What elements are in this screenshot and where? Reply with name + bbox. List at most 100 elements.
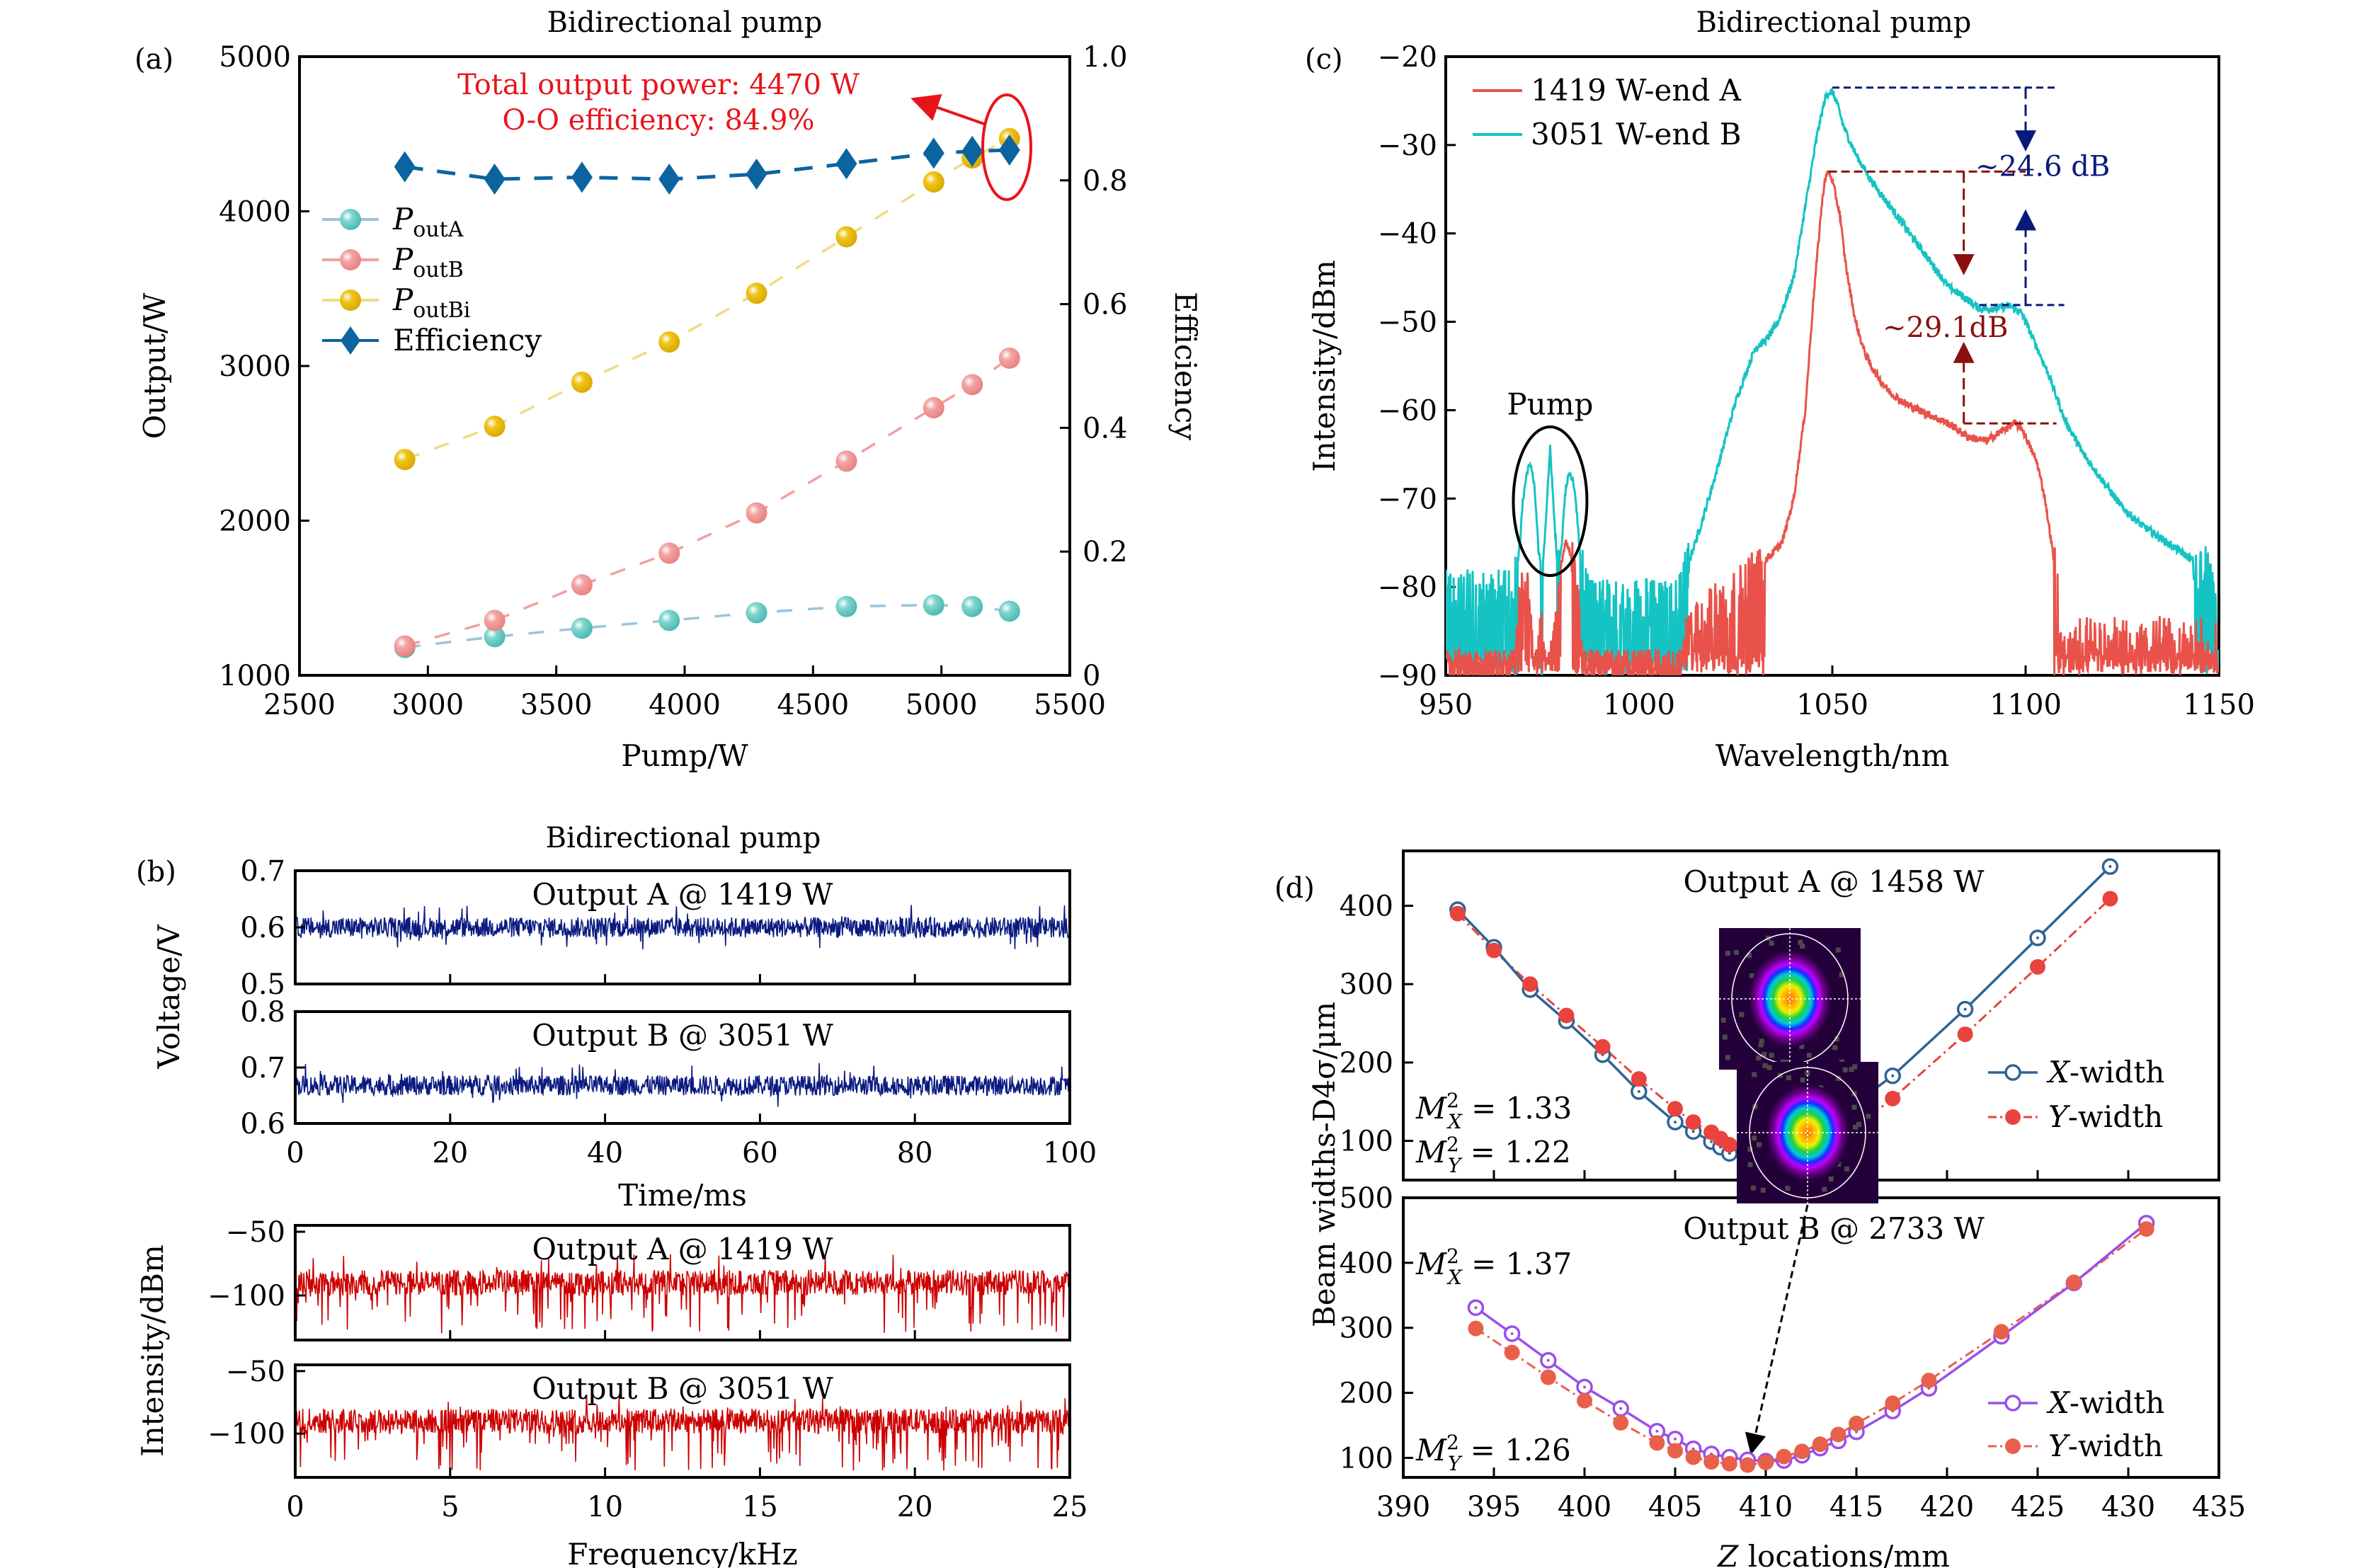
x-tick-label: 2500 — [263, 689, 336, 721]
data-point-P_outA — [835, 595, 857, 617]
noise-pixel — [1849, 1067, 1854, 1072]
noise-pixel — [1834, 1036, 1839, 1042]
noise-pixel — [1752, 1135, 1757, 1141]
series-line-P_outB — [404, 357, 1010, 648]
panel-c-xlabel: Wavelength/nm — [1716, 738, 1949, 773]
x-width-point-dot — [2108, 865, 2112, 869]
beam-spot — [1766, 1085, 1849, 1181]
signal-trace — [296, 1063, 1069, 1107]
data-point-P_outA — [746, 602, 767, 624]
x-width-point-dot — [2036, 936, 2039, 939]
y-width-point — [1921, 1373, 1937, 1389]
x-tick-label: 4500 — [777, 689, 849, 721]
x-tick-label: 40 — [587, 1137, 623, 1169]
x-tick-label: 405 — [1648, 1491, 1702, 1523]
subplot-label: Output A @ 1419 W — [532, 877, 834, 912]
db-a-label: ~29.1dB — [1883, 311, 2009, 344]
x-tick-label: 1050 — [1796, 689, 1868, 721]
y-width-point — [1540, 1369, 1556, 1385]
data-point-P_outB — [484, 610, 506, 631]
x-width-point-dot — [1891, 1074, 1895, 1077]
data-point-P_outB — [923, 396, 944, 418]
panel-c-title: Bidirectional pump — [1696, 6, 1972, 39]
efficiency-point — [746, 159, 767, 190]
x-tick-label: 5 — [441, 1491, 459, 1523]
data-point-P_outB — [394, 635, 416, 657]
x-width-point-dot — [1963, 1007, 1967, 1011]
m-squared-x: M2 X = 1.33 — [1415, 1089, 1572, 1133]
legend-label: Efficiency — [393, 323, 542, 357]
panel-a-title: Bidirectional pump — [547, 6, 823, 39]
noise-pixel — [1750, 1185, 1756, 1191]
x-width-point-dot — [1637, 1089, 1640, 1093]
y2-tick-label: 0.4 — [1083, 412, 1128, 445]
y-width-point — [2066, 1274, 2082, 1291]
x-tick-label: 60 — [742, 1137, 778, 1169]
noise-pixel — [1798, 939, 1803, 945]
subplot-frame — [294, 1363, 1071, 1479]
noise-pixel — [1853, 1124, 1859, 1130]
y-tick-label: 500 — [1340, 1182, 1393, 1215]
beam-spot — [1749, 951, 1831, 1047]
panel-d-subplot: 100 200 300 400 500 390 395 400 405 410 415 420 425 4… — [1340, 1062, 2246, 1523]
beam-profile-image — [1719, 928, 1861, 1070]
x-width-point-dot — [1655, 1429, 1659, 1433]
noise-pixel — [1766, 1065, 1772, 1070]
subplot-label: Output B @ 2733 W — [1683, 1211, 1985, 1246]
y-tick-label: −50 — [226, 1216, 285, 1249]
noise-pixel — [1835, 947, 1841, 953]
x-width-point-dot — [1710, 1140, 1713, 1143]
legend-marker-x — [2004, 1064, 2021, 1081]
y-width-point — [1613, 1414, 1629, 1431]
panel-d: (d) 100 200 300 400 Output A @ 1458 W M2 X = 1… — [1274, 849, 2246, 1568]
signal-trace — [297, 905, 1069, 950]
y-tick-label: −30 — [1378, 130, 1437, 162]
y-tick-label: 1000 — [219, 660, 291, 692]
noise-pixel — [1762, 1063, 1768, 1068]
legend-label: 3051 W-end B — [1531, 117, 1742, 151]
signal-trace — [296, 1254, 1069, 1334]
noise-pixel — [1856, 1121, 1861, 1127]
noise-pixel — [1752, 1104, 1758, 1109]
legend-sphere-icon — [340, 209, 361, 230]
noise-pixel — [1785, 1186, 1791, 1191]
efficiency-point — [658, 164, 680, 195]
y-tick-label: 300 — [1340, 968, 1393, 1001]
y2-tick-label: 0 — [1083, 660, 1100, 692]
y-tick-label: 400 — [1340, 1247, 1393, 1280]
noise-pixel — [1747, 952, 1752, 958]
legend-label-y: Y-width — [2048, 1429, 2163, 1463]
noise-pixel — [1747, 1162, 1753, 1167]
y-width-point — [1504, 1344, 1520, 1361]
x-tick-label: 3500 — [520, 689, 593, 721]
y-width-point — [1594, 1038, 1611, 1055]
subplot-label: Output B @ 3051 W — [532, 1018, 833, 1053]
y-width-point — [1649, 1435, 1665, 1451]
x-tick-label: 5500 — [1034, 689, 1106, 721]
x-tick-label: 410 — [1739, 1491, 1793, 1523]
x-tick-label: 0 — [286, 1137, 304, 1169]
x-tick-label: 400 — [1558, 1491, 1611, 1523]
y-tick-label: −20 — [1378, 41, 1437, 74]
panel-b-time-xlabel: Time/ms — [618, 1178, 747, 1213]
legend-marker-x — [2004, 1395, 2021, 1412]
panel-b: Bidirectional pump (b) Output A @ 1419 W… — [135, 822, 1097, 1568]
x-tick-label: 0 — [286, 1491, 304, 1523]
x-tick-label: 80 — [897, 1137, 933, 1169]
data-point-P_outB — [658, 542, 680, 564]
total-power-annotation: Total output power: 4470 W — [457, 69, 860, 101]
x-tick-label: 1150 — [2183, 689, 2255, 721]
y-tick-label: 400 — [1340, 891, 1393, 923]
noise-pixel — [1799, 1043, 1805, 1049]
legend-diamond-icon — [341, 326, 360, 355]
y-width-point — [1885, 1395, 1901, 1412]
panel-b-intensity-ylabel: Intensity/dBm — [135, 1244, 170, 1457]
m-squared-y: M2 Y = 1.26 — [1415, 1431, 1571, 1475]
y-tick-label: 5000 — [219, 41, 291, 74]
y2-tick-label: 0.8 — [1083, 165, 1128, 198]
beam-profile-image — [1737, 1062, 1878, 1203]
legend-label: PoutBi — [392, 282, 470, 323]
noise-pixel — [1759, 1038, 1764, 1044]
